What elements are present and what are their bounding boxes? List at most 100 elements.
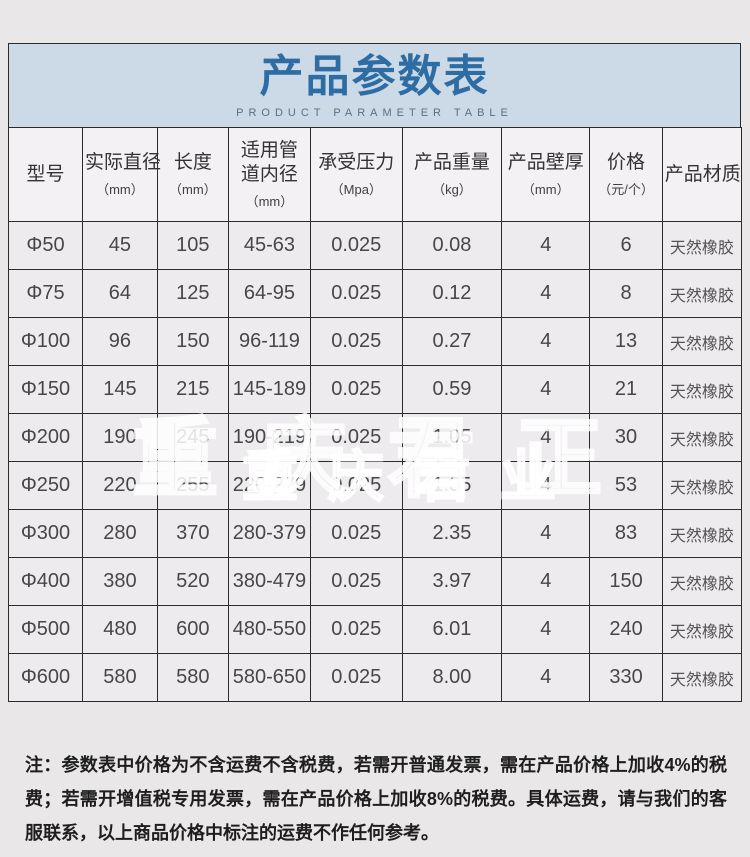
- table-cell: 天然橡胶: [661, 413, 743, 462]
- table-cell: 45: [82, 221, 158, 270]
- table-cell: 480-550: [227, 605, 311, 654]
- column-unit: （mm）: [169, 182, 217, 198]
- table-cell: Φ75: [7, 269, 84, 318]
- table-cell: 6.01: [401, 605, 503, 654]
- table-cell: 380-479: [227, 557, 311, 606]
- table-cell: 370: [156, 509, 229, 558]
- table-row: Φ600 580 580 580-650 0.025 8.00 4 330 天然橡胶: [7, 653, 743, 702]
- column-unit: （mm）: [245, 194, 294, 210]
- footnote: 注：参数表中价格为不含运费不含税费，若需开普通发票，需在产品价格上加收4%的税费…: [25, 755, 727, 843]
- table-cell: 280: [82, 509, 158, 558]
- table-cell: 53: [589, 461, 663, 510]
- table-cell: 83: [589, 509, 663, 558]
- table-row: Φ100 96 150 96-119 0.025 0.27 4 13 天然橡胶: [7, 317, 743, 366]
- table-cell: 4: [501, 461, 591, 510]
- table-cell: 4: [501, 653, 591, 702]
- table-cell: 145: [82, 365, 158, 414]
- table-cell: 255: [156, 461, 229, 510]
- column-label: 适用管道内径: [240, 139, 298, 185]
- table-cell: 1.05: [401, 413, 503, 462]
- table-cell: 150: [156, 317, 229, 366]
- table-cell: Φ600: [7, 653, 84, 702]
- table-cell: 0.025: [309, 317, 403, 366]
- table-cell: 0.59: [401, 365, 503, 414]
- table-cell: 125: [156, 269, 229, 318]
- table-cell: 220: [82, 461, 158, 510]
- table-cell: Φ150: [7, 365, 84, 414]
- table-cell: Φ200: [7, 413, 84, 462]
- table-cell: 4: [501, 221, 591, 270]
- table-cell: 480: [82, 605, 158, 654]
- table-cell: 4: [501, 413, 591, 462]
- table-cell: 0.025: [309, 509, 403, 558]
- table-cell: 64: [82, 269, 158, 318]
- table-cell: 245: [156, 413, 229, 462]
- table-cell: 4: [501, 557, 591, 606]
- table-cell: 0.025: [309, 605, 403, 654]
- table-cell: 190-219: [227, 413, 311, 462]
- table-cell: 3.97: [401, 557, 503, 606]
- column-unit: （元/个）: [598, 182, 654, 198]
- table-row: Φ75 64 125 64-95 0.025 0.12 4 8 天然橡胶: [7, 269, 743, 318]
- table-cell: 0.12: [401, 269, 503, 318]
- table-cell: 4: [501, 269, 591, 318]
- table-cell: 380: [82, 557, 158, 606]
- table-cell: 580: [82, 653, 158, 702]
- table-cell: 0.025: [309, 269, 403, 318]
- table-cell: 190: [82, 413, 158, 462]
- table-cell: 4: [501, 605, 591, 654]
- page-title: 产品参数表: [259, 51, 490, 101]
- table-cell: 580: [156, 653, 229, 702]
- banner: 产品参数表 PRODUCT PARAMETER TABLE: [8, 43, 741, 127]
- column-header: 实际直径 （mm）: [82, 127, 162, 222]
- table-cell: Φ250: [7, 461, 84, 510]
- table-cell: 1.35: [401, 461, 503, 510]
- table-row: Φ300 280 370 280-379 0.025 2.35 4 83 天然橡胶: [7, 509, 743, 558]
- table-cell: 150: [589, 557, 663, 606]
- table-cell: 天然橡胶: [661, 557, 743, 606]
- table-cell: 21: [589, 365, 663, 414]
- column-label: 长度: [173, 151, 212, 173]
- table-row: Φ400 380 520 380-479 0.025 3.97 4 150 天然橡胶: [7, 557, 743, 606]
- table-cell: 天然橡胶: [661, 461, 743, 510]
- table-cell: 0.025: [309, 221, 403, 270]
- table-cell: 240: [589, 605, 663, 654]
- column-label: 实际直径: [85, 151, 162, 173]
- table-cell: 45-63: [227, 221, 311, 270]
- column-header: 型号: [7, 127, 84, 222]
- table-cell: 天然橡胶: [661, 365, 743, 414]
- table-cell: 105: [156, 221, 229, 270]
- column-unit: （mm）: [96, 182, 144, 198]
- table-cell: 0.025: [309, 557, 403, 606]
- column-label: 产品重量: [413, 151, 490, 173]
- table-cell: 8.00: [401, 653, 503, 702]
- table-cell: 4: [501, 509, 591, 558]
- table-cell: 13: [589, 317, 663, 366]
- table-cell: 天然橡胶: [661, 221, 743, 270]
- table-cell: 64-95: [227, 269, 311, 318]
- column-label: 价格: [607, 151, 646, 173]
- table-cell: 0.025: [309, 365, 403, 414]
- column-header: 产品重量 （kg）: [401, 127, 503, 222]
- table-cell: 0.08: [401, 221, 503, 270]
- table-cell: 330: [589, 653, 663, 702]
- column-unit: （kg）: [432, 182, 472, 198]
- column-header: 产品壁厚 （mm）: [501, 127, 591, 222]
- column-header: 承受压力 （Mpa）: [309, 127, 403, 222]
- table-cell: Φ100: [7, 317, 84, 366]
- table-cell: 0.025: [309, 413, 403, 462]
- table-cell: 天然橡胶: [661, 605, 743, 654]
- table-cell: Φ300: [7, 509, 84, 558]
- table-cell: 6: [589, 221, 663, 270]
- table-row: Φ50 45 105 45-63 0.025 0.08 4 6 天然橡胶: [7, 221, 743, 270]
- table-cell: 96-119: [227, 317, 311, 366]
- table-cell: 580-650: [227, 653, 311, 702]
- column-label: 产品材质: [664, 163, 741, 185]
- table-cell: 30: [589, 413, 663, 462]
- column-header: 长度 （mm）: [156, 127, 229, 222]
- table-row: Φ200 190 245 190-219 0.025 1.05 4 30 天然橡胶: [7, 413, 743, 462]
- table-cell: Φ400: [7, 557, 84, 606]
- table-cell: 天然橡胶: [661, 317, 743, 366]
- table-cell: Φ500: [7, 605, 84, 654]
